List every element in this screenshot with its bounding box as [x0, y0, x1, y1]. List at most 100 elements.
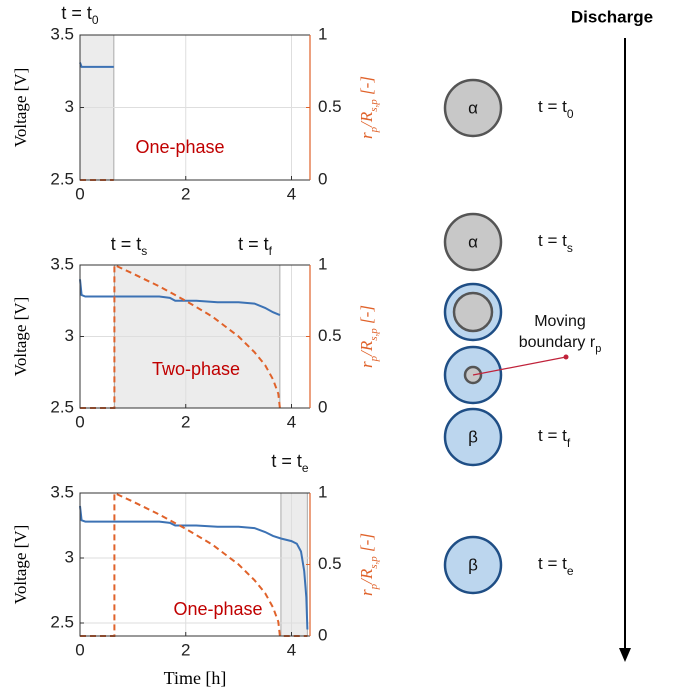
- y2-tick-label: 0.5: [318, 554, 342, 573]
- callout-text: Moving: [534, 313, 586, 330]
- label-text: t = t: [238, 234, 269, 254]
- label: One-phase: [173, 599, 262, 619]
- y-tick-label: 3: [65, 547, 74, 566]
- label-sub: 0: [92, 13, 99, 27]
- plot-area: [80, 493, 310, 636]
- label-text: [-]: [357, 533, 376, 556]
- x-tick-label: 4: [287, 640, 296, 659]
- axis-frame: [79, 492, 310, 637]
- label-sub: s,p: [368, 328, 380, 341]
- x-tick-label: 2: [181, 640, 190, 659]
- y-tick-label: 3: [65, 326, 74, 345]
- x-tick-label: 0: [75, 640, 84, 659]
- particle: [443, 78, 503, 138]
- label: rp/Rs,p [-]: [357, 76, 380, 139]
- y-tick-label: 3.5: [50, 24, 74, 43]
- phase-label: β: [468, 555, 478, 574]
- time-label: t = t0: [538, 97, 574, 121]
- y2-tick-label: 1: [318, 24, 327, 43]
- arrow-label: Discharge: [571, 7, 653, 26]
- label-text: One-phase: [173, 599, 262, 619]
- time-text: t = t: [538, 554, 567, 573]
- label-text: t = t: [271, 451, 302, 471]
- y-tick-label: 2.5: [50, 397, 74, 416]
- series-line: [79, 505, 309, 630]
- label-text: r: [357, 589, 376, 596]
- label-text: Two-phase: [152, 359, 240, 379]
- label-sub: s,p: [368, 556, 380, 569]
- x-tick-label: 4: [287, 412, 296, 431]
- axis-frame: [79, 34, 310, 181]
- label-text: /R: [357, 340, 376, 357]
- y2-tick-label: 0.5: [318, 97, 342, 116]
- label: t = ts: [111, 234, 148, 258]
- label-text: /R: [357, 111, 376, 128]
- label: Two-phase: [152, 359, 240, 379]
- particle: [443, 535, 503, 595]
- y-tick-label: 3.5: [50, 482, 74, 501]
- label-sub: p: [368, 583, 380, 590]
- x-tick-label: 4: [287, 184, 296, 203]
- y2-tick-label: 0.5: [318, 326, 342, 345]
- callout-line: [472, 356, 567, 376]
- label-sub: p: [368, 355, 380, 362]
- chart: 0 2 4 2.5 3 3.5 0 0.5 1 Voltage [V] rp/Rs,p [-] t =…: [11, 234, 380, 432]
- particle-core: [452, 291, 494, 333]
- label-sub: f: [269, 244, 273, 258]
- y-tick-label: 2.5: [50, 612, 74, 631]
- y2-tick-label: 0: [318, 169, 327, 188]
- label-text: [-]: [357, 76, 376, 99]
- callout-text: boundary rp: [519, 334, 602, 355]
- arrow-head: [619, 648, 631, 662]
- label-text: t = t: [111, 234, 142, 254]
- y2-tick-label: 0: [318, 625, 327, 644]
- series-line: [80, 491, 308, 637]
- label: t = tf: [238, 234, 273, 258]
- label-text: r: [357, 361, 376, 368]
- time-sub: e: [567, 564, 574, 578]
- label: rp/Rs,p [-]: [357, 533, 380, 596]
- y-tick-label: 3: [65, 97, 74, 116]
- label: rp/Rs,p [-]: [357, 305, 380, 368]
- x-axis-label: Time [h]: [164, 668, 227, 688]
- y-axis-label: Voltage [V]: [11, 297, 30, 376]
- y-tick-label: 3.5: [50, 254, 74, 273]
- time-sub: f: [567, 436, 571, 450]
- y-axis-label: Voltage [V]: [11, 525, 30, 604]
- label-sub: p: [368, 126, 380, 133]
- callout-dot: [563, 354, 569, 360]
- label-text: /R: [357, 568, 376, 585]
- y2-tick-label: 1: [318, 254, 327, 273]
- series-line: [79, 279, 281, 317]
- label-text: [-]: [357, 305, 376, 328]
- x-tick-label: 2: [181, 184, 190, 203]
- callout-main: boundary r: [519, 334, 596, 351]
- time-label: t = ts: [538, 231, 573, 255]
- time-text: t = t: [538, 426, 567, 445]
- y-tick-label: 2.5: [50, 169, 74, 188]
- label: t = te: [271, 451, 309, 475]
- particle: [443, 407, 503, 467]
- x-tick-label: 0: [75, 412, 84, 431]
- particle: [443, 212, 503, 272]
- label: t = t0: [61, 3, 99, 27]
- y2-tick-label: 1: [318, 482, 327, 501]
- label-sub: s: [141, 244, 147, 258]
- label-sub: e: [302, 461, 309, 475]
- chart: 0 2 4 2.5 3 3.5 0 0.5 1 Voltage [V] rp/Rs,p [-] Tim…: [11, 451, 380, 688]
- x-tick-label: 0: [75, 184, 84, 203]
- label-text: r: [357, 132, 376, 139]
- label: One-phase: [135, 137, 224, 157]
- phase-label: α: [468, 232, 478, 251]
- y2-tick-label: 0: [318, 397, 327, 416]
- callout-sub: p: [595, 343, 601, 355]
- y-axis-label: Voltage [V]: [11, 68, 30, 147]
- label-sub: s,p: [368, 99, 380, 112]
- x-tick-label: 2: [181, 412, 190, 431]
- time-text: t = t: [538, 97, 567, 116]
- time-text: t = t: [538, 231, 567, 250]
- time-sub: 0: [567, 107, 574, 121]
- label-text: t = t: [61, 3, 92, 23]
- phase-label: α: [468, 98, 478, 117]
